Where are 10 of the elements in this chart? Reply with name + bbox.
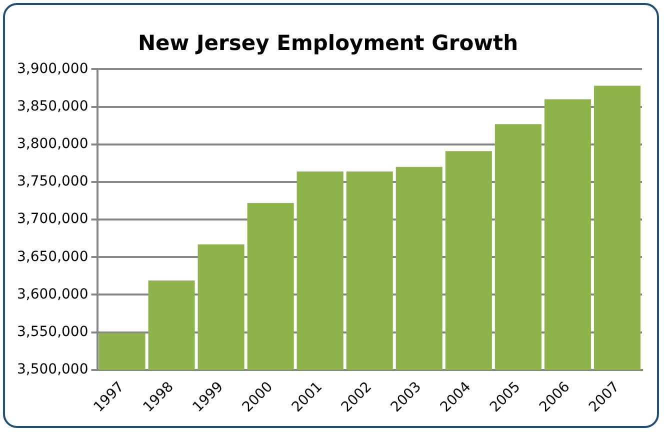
y-tick-label: 3,650,000: [16, 248, 88, 265]
y-tick-label: 3,850,000: [16, 98, 88, 114]
y-tick-label: 3,550,000: [16, 324, 88, 340]
y-tick-label: 3,600,000: [16, 286, 88, 302]
y-tick-label: 3,500,000: [16, 362, 88, 378]
y-tick-label: 3,800,000: [16, 136, 88, 152]
y-tick-label: 3,700,000: [16, 211, 88, 228]
y-tick-label: 3,750,000: [16, 174, 88, 190]
y-tick-label: 3,900,000: [16, 60, 88, 77]
chart-title: New Jersey Employment Growth: [138, 31, 518, 56]
